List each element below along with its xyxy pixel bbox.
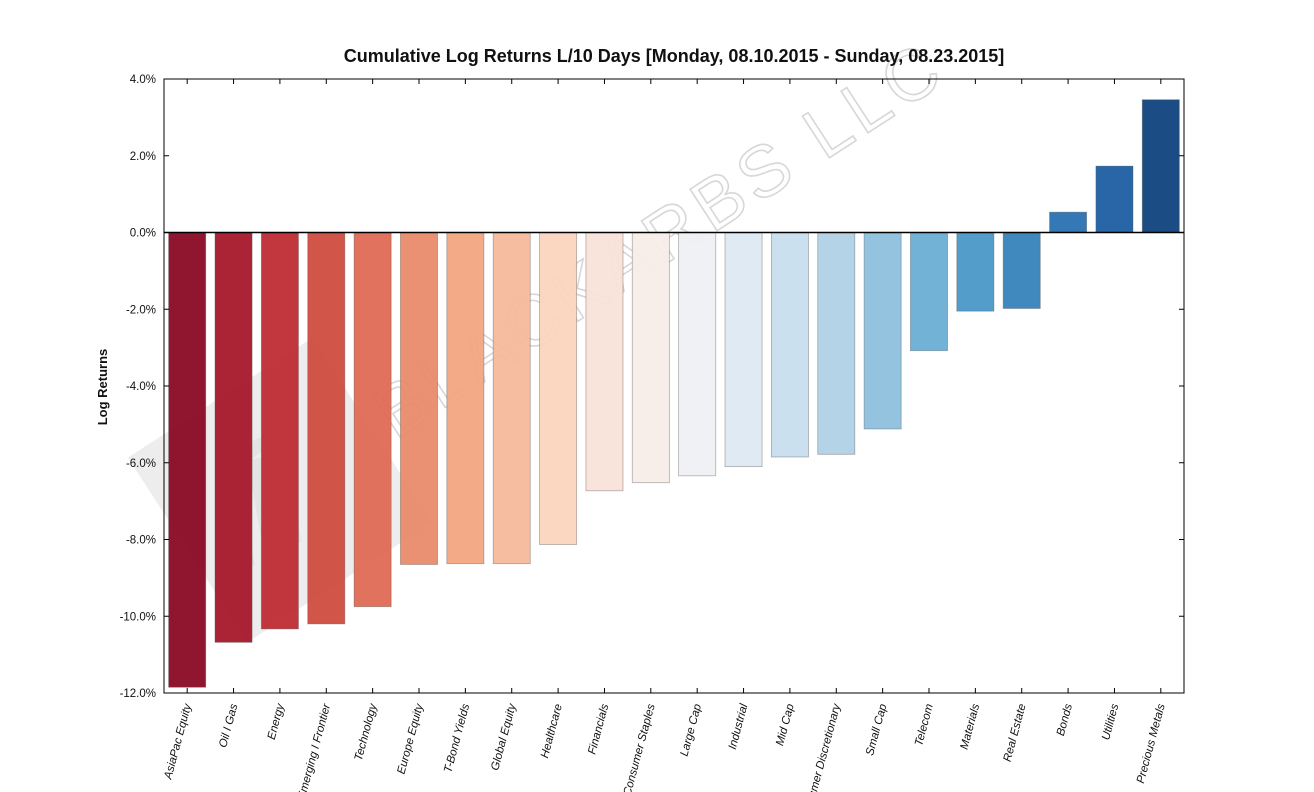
chart-title: Cumulative Log Returns L/10 Days [Monday…: [344, 46, 1005, 66]
x-tick-label: Consumer Discretionary: [800, 701, 844, 792]
x-tick-label: Industrial: [727, 702, 751, 751]
bar-6: [446, 232, 485, 565]
x-tick-label: Mid Cap: [774, 702, 797, 747]
bar-9: [585, 232, 624, 492]
x-tick-label: Large Cap: [679, 702, 705, 758]
x-tick-label: Real Estate: [1002, 703, 1029, 764]
bar-0: [168, 232, 207, 688]
y-tick-label: -6.0%: [126, 458, 156, 470]
x-tick-label: Utilities: [1100, 702, 1121, 741]
x-tick-label: Bonds: [1055, 702, 1075, 737]
y-tick-label: -4.0%: [126, 381, 156, 393]
bar-16: [910, 232, 948, 352]
x-tick-label: Energy: [266, 701, 287, 741]
x-tick-label: Emerging I Frontier: [296, 702, 333, 792]
bar-19: [1049, 211, 1088, 233]
bar-12: [724, 232, 763, 467]
x-tick-label: Oil I Gas: [217, 702, 240, 749]
x-tick-label: Technology: [353, 701, 380, 762]
x-tick-label: AsiaPac Equity: [162, 701, 194, 781]
bar-2: [260, 232, 299, 630]
y-tick-label: -12.0%: [120, 688, 156, 700]
bar-18: [1002, 232, 1041, 309]
bar-17: [956, 232, 995, 312]
x-tick-label: Global Equity: [489, 701, 519, 771]
y-tick-label: 0.0%: [130, 228, 156, 240]
bar-11: [678, 232, 717, 477]
y-tick-label: -10.0%: [120, 611, 156, 623]
bar-20: [1095, 165, 1134, 233]
x-tick-label: Telecom: [913, 702, 936, 747]
bar-14: [817, 232, 856, 455]
bar-4: [353, 232, 392, 608]
x-tick-label: Financials: [586, 702, 611, 755]
bar-1: [214, 232, 253, 643]
bar-15: [863, 232, 902, 430]
x-tick-label: Small Cap: [864, 702, 889, 757]
x-tick-label: T-Bond Yields: [442, 702, 472, 774]
x-tick-label: Precious Metals: [1135, 702, 1168, 784]
x-tick-label: Healthcare: [539, 703, 565, 760]
bar-13: [770, 232, 809, 458]
bar-21: [1141, 99, 1180, 233]
bar-8: [539, 232, 578, 545]
bar-3: [307, 232, 346, 625]
y-tick-label: 2.0%: [130, 151, 156, 163]
x-tick-label: Materials: [959, 702, 983, 750]
y-axis-label: Log Returns: [95, 349, 110, 426]
bar-5: [400, 232, 438, 565]
y-axis-ticks: 4.0% 2.0% 0.0% -2.0% -4.0% -6.0% -8.0% -10.0% -1…: [120, 74, 1184, 700]
plot-frame: [163, 78, 1185, 694]
y-tick-label: -2.0%: [126, 304, 156, 316]
x-tick-label: Europe Equity: [396, 701, 427, 775]
x-tick-label: Consumer Staples: [622, 702, 658, 792]
y-tick-label: -8.0%: [126, 535, 156, 547]
bar-7: [492, 232, 531, 565]
bar-10: [631, 232, 670, 484]
y-tick-label: 4.0%: [130, 74, 156, 86]
